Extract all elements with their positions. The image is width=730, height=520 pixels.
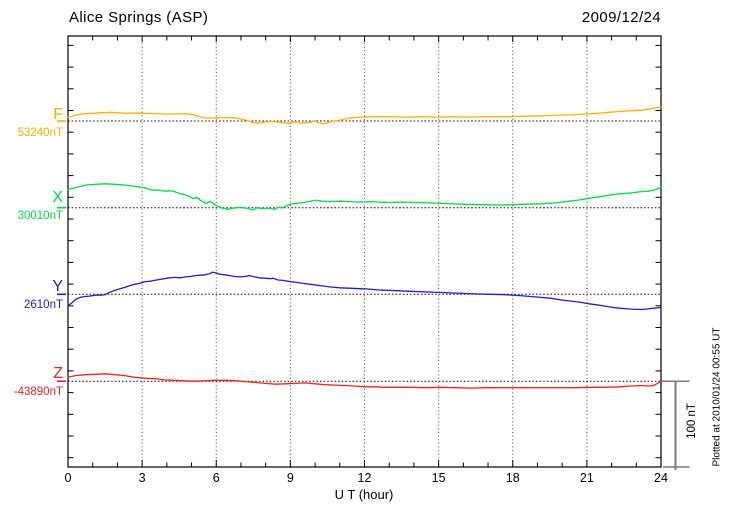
trace-y xyxy=(67,271,662,311)
channel-block-y: Y 2610nT xyxy=(24,278,63,312)
date-label: 2009/12/24 xyxy=(581,9,661,26)
channel-baseline-value-f: 53240nT xyxy=(17,127,63,139)
trace-x xyxy=(67,183,662,211)
plotted-at-note: Plotted at 2010/01/24 00:55 UT xyxy=(711,327,723,467)
channel-baseline-value-z: -43890nT xyxy=(13,386,63,398)
plot-frame xyxy=(67,35,662,468)
channel-block-z: Z -43890nT xyxy=(14,365,63,399)
channel-block-x: X 30010nT xyxy=(18,189,63,223)
channel-label-f: F xyxy=(53,106,63,123)
x-tick-label: 9 xyxy=(286,471,294,485)
x-tick-label: 3 xyxy=(138,471,146,485)
trace-z xyxy=(67,373,662,389)
channel-baseline-value-y: 2610nT xyxy=(23,299,63,311)
x-tick-label: 12 xyxy=(357,471,372,485)
x-tick-label: 15 xyxy=(431,471,446,485)
x-tick-label: 18 xyxy=(505,471,520,485)
channel-baseline-value-x: 30010nT xyxy=(17,210,63,222)
channel-label-y: Y xyxy=(52,278,63,295)
scale-bar-label: 100 nT xyxy=(686,403,698,439)
x-tick-label: 24 xyxy=(654,471,668,485)
x-axis-title: U T (hour) xyxy=(334,487,394,502)
channel-label-x: X xyxy=(52,189,63,206)
page-title: Alice Springs (ASP) xyxy=(69,9,209,26)
channel-block-f: F 53240nT xyxy=(18,106,63,140)
x-tick-label: 21 xyxy=(579,471,594,485)
channel-label-z: Z xyxy=(53,365,63,382)
x-tick-label: 6 xyxy=(212,471,220,485)
trace-f xyxy=(67,106,662,125)
x-tick-label: 0 xyxy=(64,471,72,485)
